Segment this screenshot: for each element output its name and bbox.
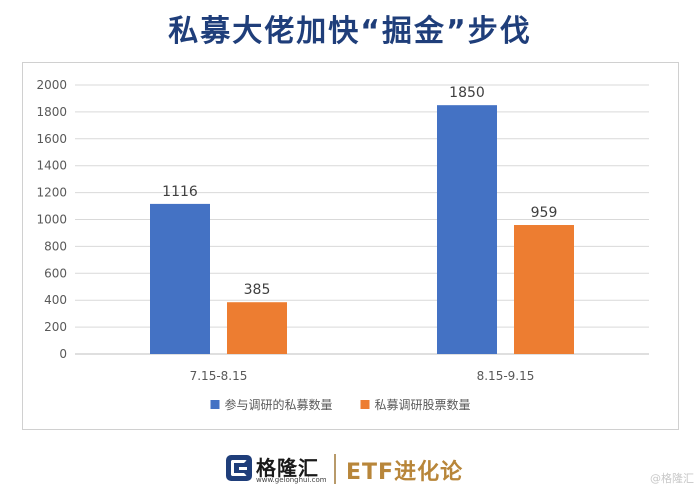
y-tick-label: 1600	[36, 132, 67, 146]
y-tick-label: 1200	[36, 186, 67, 200]
y-tick-label: 400	[44, 293, 67, 307]
chart-frame: 0 200 400 600 800 1000 1200 1400 1600 1800 2000 11…	[22, 62, 679, 430]
legend-swatch-icon	[360, 400, 370, 409]
watermark: @格隆汇	[650, 472, 694, 485]
etf-evolution-label: ETF进化论	[346, 460, 464, 485]
y-tick-label: 1400	[36, 159, 67, 173]
data-label: 1116	[162, 184, 198, 200]
bar-chart: 0 200 400 600 800 1000 1200 1400 1600 1800 2000 11…	[36, 78, 649, 412]
legend-label: 参与调研的私募数量	[225, 397, 333, 412]
bar-stocks-2	[514, 225, 574, 354]
bar-stocks-1	[227, 302, 287, 354]
data-label: 385	[244, 282, 271, 298]
y-tick-label: 2000	[36, 78, 67, 92]
y-tick-label: 800	[44, 239, 67, 253]
brand-name: 格隆汇	[256, 456, 319, 480]
x-axis-ticks: 7.15-8.15 8.15-9.15	[190, 369, 535, 383]
legend: 参与调研的私募数量 私募调研股票数量	[210, 397, 471, 412]
y-tick-label: 1800	[36, 105, 67, 119]
bar-private-funds-1	[150, 203, 210, 354]
bar-private-funds-2	[437, 105, 497, 354]
y-tick-label: 200	[44, 320, 67, 334]
brand-url: www.gelonghui.com	[256, 476, 327, 484]
y-axis-ticks: 0 200 400 600 800 1000 1200 1400 1600 1800 2000	[36, 78, 67, 361]
legend-label: 私募调研股票数量	[375, 397, 471, 412]
y-tick-label: 600	[44, 266, 67, 280]
footer-divider	[334, 454, 336, 484]
y-tick-label: 0	[59, 347, 67, 361]
data-label: 959	[531, 205, 558, 221]
gelonghui-logo-icon	[226, 455, 252, 481]
x-tick-label: 7.15-8.15	[190, 369, 248, 383]
data-label: 1850	[449, 85, 485, 101]
y-tick-label: 1000	[36, 213, 67, 227]
data-labels: 1116 385 1850 959	[162, 85, 557, 298]
legend-swatch-icon	[210, 400, 220, 409]
chart-title: 私募大佬加快“掘金”步伐	[168, 14, 532, 49]
bars	[150, 105, 574, 354]
x-tick-label: 8.15-9.15	[477, 369, 535, 383]
